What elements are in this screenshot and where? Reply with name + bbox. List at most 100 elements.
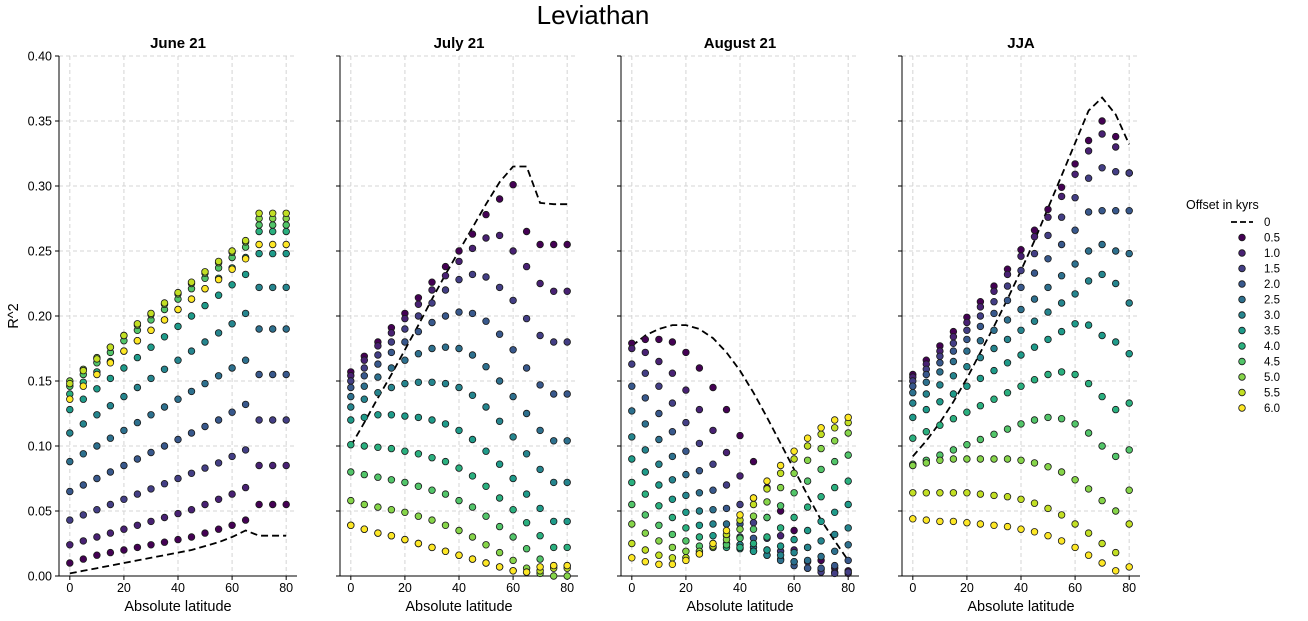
data-point-offset-5-5 [79, 366, 87, 375]
data-point-offset-2-0 [201, 422, 209, 431]
data-point-offset-0-5 [1084, 136, 1093, 145]
data-point-offset-4-0 [509, 506, 517, 514]
data-point-offset-3-5 [1003, 359, 1012, 367]
data-point-offset-4-5 [360, 470, 368, 479]
data-point-offset-3-5 [763, 546, 771, 554]
data-point-offset-1-5 [214, 459, 223, 467]
data-point-offset-6-0 [790, 447, 798, 455]
data-point-offset-0-5 [455, 247, 463, 255]
data-point-offset-1-5 [1125, 169, 1133, 177]
x-tick-label: 80 [279, 581, 293, 595]
y-tick-label: 0.40 [28, 50, 52, 64]
data-point-offset-6-0 [736, 511, 744, 519]
data-point-offset-4-5 [428, 486, 436, 494]
data-point-offset-0-5 [709, 383, 717, 392]
data-point-offset-3-5 [374, 411, 382, 419]
data-point-offset-1-0 [963, 318, 971, 327]
data-point-offset-4-0 [1071, 370, 1079, 379]
data-point-offset-3-5 [106, 374, 115, 383]
x-tick-label: 60 [506, 581, 520, 595]
data-point-offset-2-5 [550, 437, 558, 445]
data-point-offset-3-5 [668, 495, 677, 503]
legend-label: 2.5 [1264, 295, 1280, 307]
data-point-offset-1-5 [1003, 282, 1012, 290]
data-point-offset-5-0 [909, 461, 917, 470]
data-point-offset-3-0 [990, 344, 998, 353]
data-point-offset-4-0 [428, 454, 436, 462]
x-tick-label: 80 [1122, 581, 1136, 595]
data-point-offset-3-5 [1057, 327, 1066, 336]
data-point-offset-4-0 [360, 442, 368, 450]
data-point-offset-2-5 [495, 377, 504, 385]
data-point-offset-0-5 [495, 195, 504, 203]
x-axis-label: Absolute latitude [405, 599, 512, 615]
data-point-offset-0-5 [1030, 226, 1039, 234]
data-point-offset-4-0 [269, 227, 277, 236]
data-point-offset-6-0 [147, 326, 155, 334]
data-point-offset-2-5 [255, 325, 263, 333]
x-tick-label: 20 [679, 581, 693, 595]
data-point-offset-4-5 [641, 511, 649, 519]
data-point-offset-5-0 [1017, 456, 1025, 464]
data-point-offset-5-0 [1057, 468, 1066, 476]
data-point-offset-6-0 [160, 316, 169, 324]
data-point-offset-4-0 [831, 483, 839, 492]
data-point-offset-1-5 [360, 364, 368, 372]
data-point-offset-6-0 [763, 477, 771, 485]
data-point-offset-1-5 [93, 506, 101, 514]
data-point-offset-5-5 [282, 209, 290, 217]
data-point-offset-5-0 [387, 506, 396, 514]
data-point-offset-6-0 [922, 516, 930, 524]
data-point-offset-6-0 [187, 295, 196, 303]
legend-label: 0.5 [1264, 233, 1280, 245]
data-point-offset-4-0 [1084, 379, 1093, 388]
data-point-offset-2-0 [922, 370, 930, 379]
data-point-offset-5-5 [790, 455, 798, 463]
data-point-offset-4-0 [909, 434, 917, 442]
legend-label: 4.0 [1264, 341, 1280, 353]
data-point-offset-5-5 [909, 489, 917, 497]
data-point-offset-6-0 [749, 494, 758, 502]
data-point-offset-1-5 [1044, 231, 1052, 240]
data-point-offset-4-5 [844, 451, 852, 459]
data-point-offset-6-0 [228, 265, 236, 273]
legend-label: 0 [1264, 217, 1270, 229]
data-point-offset-3-0 [976, 353, 985, 362]
data-point-offset-6-0 [831, 416, 839, 424]
legend-marker [1238, 373, 1246, 381]
data-point-offset-6-0 [776, 461, 785, 470]
data-point-offset-4-0 [563, 543, 571, 552]
data-point-offset-3-0 [441, 379, 450, 388]
data-point-offset-3-0 [468, 391, 477, 399]
data-point-offset-3-0 [949, 372, 958, 380]
data-point-offset-3-0 [214, 329, 223, 337]
data-point-offset-3-5 [468, 435, 477, 444]
data-point-offset-0-5 [214, 525, 223, 533]
data-point-offset-3-0 [228, 320, 236, 328]
data-point-offset-5-5 [160, 299, 169, 307]
data-point-offset-1-0 [147, 517, 155, 526]
data-point-offset-2-0 [1071, 226, 1079, 234]
data-point-offset-4-5 [509, 533, 517, 541]
data-point-offset-5-0 [374, 503, 382, 511]
data-point-offset-6-0 [441, 547, 450, 555]
legend-marker [1238, 342, 1246, 350]
data-point-offset-1-0 [1111, 143, 1120, 151]
data-point-offset-5-0 [844, 429, 852, 437]
data-point-offset-5-0 [790, 469, 798, 477]
data-point-offset-0-5 [509, 180, 517, 189]
data-point-offset-4-0 [990, 395, 998, 403]
data-point-offset-1-5 [695, 439, 704, 448]
data-point-offset-1-5 [374, 351, 382, 359]
legend-items: 0 0.5 1.0 1.5 2.0 2.5 3.0 3.5 4.0 4.5 5.0 5.5 6.0 [1231, 217, 1280, 415]
data-point-offset-2-5 [990, 326, 998, 334]
data-point-offset-3-0 [628, 433, 636, 441]
data-point-offset-2-0 [936, 359, 944, 367]
x-axis-label: Absolute latitude [686, 599, 793, 615]
data-point-offset-5-5 [749, 500, 758, 509]
data-point-offset-5-5 [120, 331, 128, 340]
data-point-offset-6-0 [655, 560, 663, 568]
data-point-offset-1-5 [1071, 193, 1079, 202]
x-tick-label: 0 [628, 581, 635, 595]
data-point-offset-3-0 [147, 374, 155, 383]
